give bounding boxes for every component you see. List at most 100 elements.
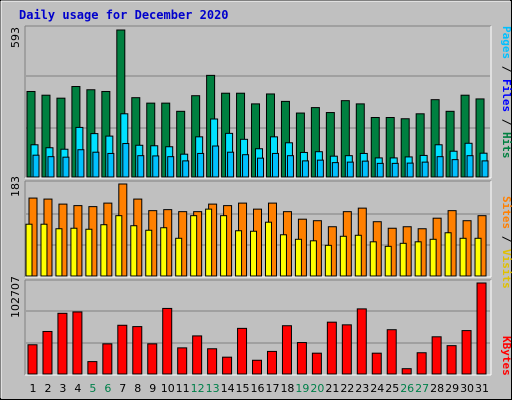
x-tick-label: 21 bbox=[325, 382, 339, 395]
bar-visits-day-17 bbox=[264, 221, 272, 277]
bar-kbytes-day-13 bbox=[207, 348, 218, 375]
x-tick-label: 3 bbox=[59, 382, 66, 395]
x-tick-label: 4 bbox=[74, 382, 81, 395]
hits-files-pages-legend: Pages / Files / Hits bbox=[500, 26, 512, 159]
x-tick-label: 18 bbox=[280, 382, 294, 395]
bar-visits-day-1 bbox=[25, 223, 33, 277]
bar-pages-day-8 bbox=[137, 155, 145, 178]
bar-kbytes-day-6 bbox=[102, 343, 113, 375]
x-tick-label: 24 bbox=[370, 382, 384, 395]
bar-pages-day-18 bbox=[286, 155, 294, 178]
bar-pages-day-26 bbox=[406, 162, 414, 178]
bar-kbytes-day-30 bbox=[461, 330, 472, 375]
bar-visits-day-29 bbox=[444, 232, 452, 277]
x-tick-label: 9 bbox=[149, 382, 156, 395]
bar-visits-day-21 bbox=[324, 244, 332, 277]
x-tick-label: 2 bbox=[44, 382, 51, 395]
bar-kbytes-day-12 bbox=[192, 335, 203, 375]
hits-files-pages-panel bbox=[24, 25, 492, 179]
x-tick-label: 11 bbox=[176, 382, 190, 395]
bar-kbytes-day-20 bbox=[311, 352, 322, 375]
bar-kbytes-day-23 bbox=[356, 308, 367, 375]
bar-visits-day-26 bbox=[399, 242, 407, 277]
bar-pages-day-24 bbox=[376, 162, 384, 178]
bar-visits-day-18 bbox=[279, 234, 287, 277]
x-tick-label: 10 bbox=[161, 382, 175, 395]
x-tick-label: 20 bbox=[310, 382, 324, 395]
x-tick-label: 19 bbox=[295, 382, 309, 395]
x-tick-label: 17 bbox=[265, 382, 279, 395]
bar-visits-day-10 bbox=[160, 227, 168, 277]
bar-visits-day-31 bbox=[474, 237, 482, 277]
bar-visits-day-14 bbox=[220, 215, 228, 277]
bar-kbytes-day-31 bbox=[476, 282, 487, 375]
x-tick-label: 1 bbox=[30, 382, 37, 395]
legend-part: Sites bbox=[500, 196, 512, 229]
x-tick-label: 26 bbox=[400, 382, 414, 395]
x-tick-label: 16 bbox=[251, 382, 265, 395]
bar-kbytes-day-28 bbox=[431, 336, 442, 375]
bar-visits-day-25 bbox=[384, 245, 392, 277]
x-tick-label: 23 bbox=[355, 382, 369, 395]
bar-pages-day-4 bbox=[77, 149, 85, 178]
legend-part: Pages bbox=[500, 26, 512, 59]
x-tick-label: 25 bbox=[385, 382, 399, 395]
bar-pages-day-17 bbox=[271, 152, 279, 178]
x-tick-label: 27 bbox=[415, 382, 429, 395]
bar-kbytes-day-24 bbox=[371, 352, 382, 375]
x-tick-label: 8 bbox=[134, 382, 141, 395]
bar-visits-day-27 bbox=[414, 241, 422, 277]
bar-kbytes-day-2 bbox=[42, 330, 53, 375]
bar-kbytes-day-5 bbox=[87, 361, 98, 375]
x-tick-label: 14 bbox=[221, 382, 235, 395]
bar-kbytes-day-17 bbox=[266, 350, 277, 375]
bar-visits-day-3 bbox=[55, 228, 63, 277]
bar-pages-day-5 bbox=[92, 151, 100, 178]
x-tick-label: 12 bbox=[191, 382, 205, 395]
bar-pages-day-30 bbox=[466, 155, 474, 178]
bar-visits-day-24 bbox=[369, 241, 377, 277]
bar-pages-day-6 bbox=[107, 152, 115, 178]
bar-pages-day-25 bbox=[391, 162, 399, 178]
bar-visits-day-15 bbox=[235, 230, 243, 277]
hits-max-label: 593 bbox=[9, 27, 22, 48]
bar-visits-day-22 bbox=[339, 235, 347, 277]
legend-part: Visits bbox=[500, 249, 512, 289]
x-tick-label: 7 bbox=[119, 382, 126, 395]
x-tick-label: 28 bbox=[430, 382, 444, 395]
sites-visits-legend: Sites / Visits bbox=[500, 196, 512, 289]
bar-kbytes-day-3 bbox=[57, 312, 68, 375]
bar-pages-day-11 bbox=[182, 160, 190, 178]
bar-visits-day-19 bbox=[294, 238, 302, 277]
bar-pages-day-29 bbox=[451, 159, 459, 178]
legend-part: Files bbox=[500, 79, 512, 112]
x-tick-label: 30 bbox=[460, 382, 474, 395]
chart-title: Daily usage for December 2020 bbox=[19, 8, 229, 22]
bar-pages-day-7 bbox=[122, 143, 130, 178]
bar-kbytes-day-26 bbox=[401, 368, 412, 375]
bar-kbytes-day-14 bbox=[222, 356, 233, 375]
legend-part: KBytes bbox=[500, 336, 512, 376]
bar-kbytes-day-11 bbox=[177, 347, 188, 375]
bar-pages-day-20 bbox=[316, 159, 324, 178]
bar-kbytes-day-25 bbox=[386, 329, 397, 375]
bar-pages-day-23 bbox=[361, 160, 369, 178]
bar-pages-day-27 bbox=[421, 161, 429, 178]
bar-pages-day-1 bbox=[32, 154, 40, 178]
bar-visits-day-2 bbox=[40, 223, 48, 277]
bar-visits-day-23 bbox=[354, 234, 362, 277]
x-tick-label: 22 bbox=[340, 382, 354, 395]
bar-kbytes-day-1 bbox=[27, 344, 38, 375]
bar-visits-day-16 bbox=[250, 230, 258, 277]
bar-kbytes-day-16 bbox=[252, 359, 263, 375]
bar-kbytes-day-8 bbox=[132, 326, 143, 375]
bar-pages-day-15 bbox=[242, 154, 250, 178]
bar-visits-day-28 bbox=[429, 238, 437, 277]
bar-visits-day-7 bbox=[115, 215, 123, 277]
bar-visits-day-13 bbox=[205, 208, 213, 277]
bar-kbytes-day-19 bbox=[296, 342, 307, 375]
bar-kbytes-day-4 bbox=[72, 311, 83, 375]
bar-kbytes-day-15 bbox=[237, 327, 248, 375]
bar-kbytes-day-22 bbox=[341, 324, 352, 375]
